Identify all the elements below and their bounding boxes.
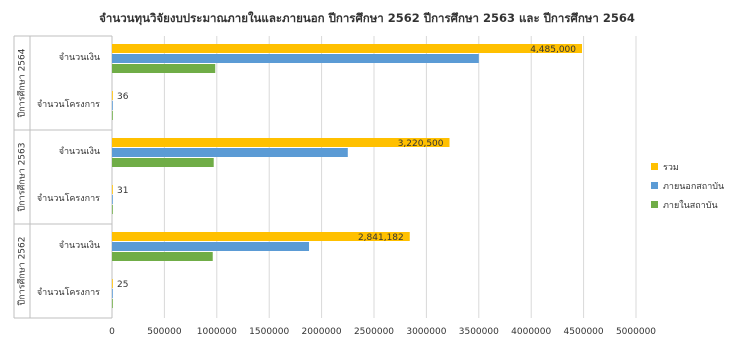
bar-total (112, 185, 113, 194)
bar-total (112, 91, 113, 100)
bar-internal (112, 64, 216, 73)
x-tick-label: 3500000 (459, 327, 499, 337)
x-tick-label: 1000000 (197, 327, 237, 337)
bar-total (112, 279, 113, 288)
data-label: 2,841,182 (358, 233, 404, 243)
legend-swatch-total (651, 163, 658, 170)
x-axis-ticks: 0 500000 1000000 1500000 2000000 2500000 30000… (109, 327, 656, 337)
chart-title: จำนวนทุนวิจัยงบประมาณภายในและภายนอก ปีกา… (99, 11, 635, 26)
data-labels: 4,485,000 36 3,220,500 31 2,841,182 25 (117, 45, 576, 290)
bar-internal (112, 205, 113, 214)
year-label: ปีการศึกษา 2563 (17, 143, 28, 212)
x-tick-label: 500000 (147, 327, 182, 337)
x-tick-label: 2000000 (302, 327, 342, 337)
x-tick-label: 4000000 (511, 327, 551, 337)
legend-label-external: ภายนอกสถาบัน (663, 182, 724, 192)
legend-label-total: รวม (663, 163, 679, 173)
bar-total (112, 44, 583, 53)
bar-internal (112, 299, 113, 308)
legend-swatch-internal (651, 201, 658, 208)
x-tick-label: 1500000 (249, 327, 289, 337)
year-label: ปีการศึกษา 2562 (17, 237, 28, 306)
data-label: 25 (117, 280, 128, 290)
bar-external (112, 101, 113, 110)
bar-total (112, 232, 410, 241)
x-tick-label: 2500000 (354, 327, 394, 337)
year-label: ปีการศึกษา 2564 (17, 48, 28, 117)
bar-internal (112, 158, 214, 167)
bars (112, 44, 583, 308)
x-tick-label: 0 (109, 327, 115, 337)
category-label: จำนวนโครงการ (37, 193, 100, 204)
bar-external (112, 242, 310, 251)
bar-external (112, 289, 113, 298)
bar-external (112, 54, 479, 63)
x-tick-label: 3000000 (406, 327, 446, 337)
grid-lines (111, 36, 637, 318)
bar-total (112, 138, 450, 147)
category-label: จำนวนเงิน (59, 146, 100, 157)
bar-internal (112, 111, 113, 120)
category-frame (13, 35, 113, 319)
category-label: จำนวนเงิน (59, 52, 100, 63)
category-label: จำนวนโครงการ (37, 287, 100, 298)
data-label: 31 (117, 186, 128, 196)
x-tick-label: 5000000 (616, 327, 656, 337)
data-label: 36 (117, 92, 129, 102)
category-labels: ปีการศึกษา 2564 จำนวนเงินจำนวนโครงการปีกา… (17, 48, 101, 305)
bar-internal (112, 252, 213, 261)
data-label: 4,485,000 (530, 45, 576, 55)
bar-external (112, 148, 348, 157)
data-label: 3,220,500 (398, 139, 444, 149)
category-label: จำนวนโครงการ (37, 99, 100, 110)
bar-external (112, 195, 113, 204)
legend-label-internal: ภายในสถาบัน (663, 200, 718, 211)
legend-swatch-external (651, 182, 658, 189)
x-tick-label: 4500000 (564, 327, 604, 337)
category-label: จำนวนเงิน (59, 240, 100, 251)
